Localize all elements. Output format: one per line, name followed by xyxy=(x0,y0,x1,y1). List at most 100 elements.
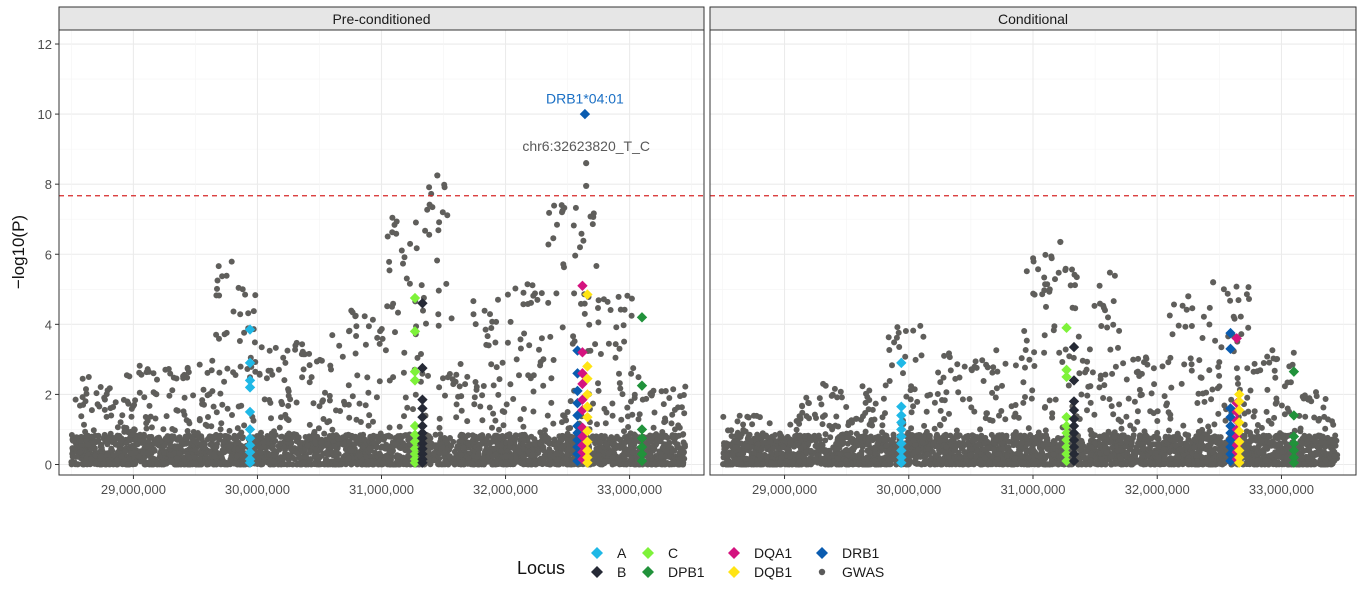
gwas-point xyxy=(108,413,114,419)
gwas-point xyxy=(1004,453,1010,459)
gwas-point xyxy=(924,409,930,415)
gwas-point xyxy=(605,458,611,464)
gwas-point xyxy=(414,245,420,251)
gwas-point xyxy=(306,351,312,357)
gwas-point xyxy=(590,221,596,227)
gwas-point xyxy=(436,384,442,390)
gwas-point xyxy=(366,423,372,429)
gwas-point xyxy=(478,434,484,440)
gwas-point xyxy=(333,407,339,413)
gwas-point xyxy=(540,456,546,462)
gwas-point xyxy=(500,360,506,366)
gwas-point xyxy=(259,461,265,467)
gwas-point xyxy=(89,407,95,413)
gwas-point xyxy=(797,433,803,439)
gwas-point xyxy=(514,356,520,362)
gwas-point xyxy=(586,322,592,328)
gwas-point xyxy=(216,293,222,299)
gwas-point xyxy=(805,400,811,406)
gwas-point xyxy=(772,432,778,438)
gwas-point xyxy=(1002,416,1008,422)
gwas-point xyxy=(342,402,348,408)
gwas-point xyxy=(1032,461,1038,467)
gwas-point xyxy=(225,406,231,412)
gwas-point xyxy=(357,401,363,407)
gwas-point xyxy=(1029,396,1035,402)
gwas-point xyxy=(649,435,655,441)
gwas-point xyxy=(798,416,804,422)
gwas-point xyxy=(862,410,868,416)
gwas-point xyxy=(269,430,275,436)
gwas-point xyxy=(935,391,941,397)
gwas-point xyxy=(126,373,132,379)
gwas-point xyxy=(636,416,642,422)
gwas-point xyxy=(734,461,740,467)
gwas-point xyxy=(461,445,467,451)
gwas-point xyxy=(908,396,914,402)
gwas-point xyxy=(960,396,966,402)
gwas-point xyxy=(413,392,419,398)
gwas-point xyxy=(787,422,793,428)
gwas-point xyxy=(224,366,230,372)
x-tick-label: 29,000,000 xyxy=(101,482,166,497)
gwas-point xyxy=(659,388,665,394)
gwas-point xyxy=(669,420,675,426)
gwas-point xyxy=(390,374,396,380)
gwas-point xyxy=(1026,425,1032,431)
gwas-point xyxy=(437,416,443,422)
gwas-point xyxy=(914,433,920,439)
gwas-point xyxy=(397,462,403,468)
gwas-point xyxy=(185,365,191,371)
gwas-point xyxy=(191,454,197,460)
gwas-point xyxy=(398,436,404,442)
gwas-point xyxy=(465,440,471,446)
gwas-point xyxy=(227,443,233,449)
gwas-point xyxy=(520,454,526,460)
gwas-point xyxy=(209,459,215,465)
gwas-point xyxy=(241,422,247,428)
gwas-point xyxy=(447,453,453,459)
gwas-point xyxy=(806,458,812,464)
gwas-point xyxy=(401,370,407,376)
gwas-point xyxy=(601,406,607,412)
gwas-point xyxy=(832,386,838,392)
gwas-point xyxy=(941,353,947,359)
gwas-point xyxy=(161,460,167,466)
gwas-point xyxy=(436,288,442,294)
gwas-point xyxy=(77,449,83,455)
gwas-point xyxy=(297,442,303,448)
gwas-point xyxy=(507,440,513,446)
gwas-point xyxy=(666,462,672,468)
gwas-point xyxy=(504,401,510,407)
gwas-point xyxy=(152,448,158,454)
gwas-point xyxy=(480,455,486,461)
gwas-point xyxy=(137,390,143,396)
gwas-point xyxy=(211,433,217,439)
gwas-point xyxy=(938,408,944,414)
gwas-point xyxy=(201,402,207,408)
gwas-point xyxy=(989,370,995,376)
gwas-point xyxy=(608,434,614,440)
gwas-point xyxy=(972,364,978,370)
gwas-point xyxy=(297,461,303,467)
gwas-point xyxy=(540,444,546,450)
gwas-point xyxy=(350,393,356,399)
gwas-point xyxy=(465,432,471,438)
gwas-point xyxy=(407,281,413,287)
gwas-point xyxy=(830,424,836,430)
gwas-point xyxy=(238,364,244,370)
gwas-point xyxy=(432,444,438,450)
gwas-point xyxy=(622,307,628,313)
gwas-point xyxy=(740,451,746,457)
gwas-point xyxy=(799,403,805,409)
gwas-point xyxy=(280,355,286,361)
gwas-point xyxy=(235,425,241,431)
gwas-point xyxy=(169,426,175,432)
gwas-point xyxy=(559,202,565,208)
gwas-point xyxy=(605,299,611,305)
gwas-point xyxy=(294,400,300,406)
gwas-point xyxy=(942,397,948,403)
gwas-point xyxy=(984,410,990,416)
gwas-point xyxy=(397,424,403,430)
